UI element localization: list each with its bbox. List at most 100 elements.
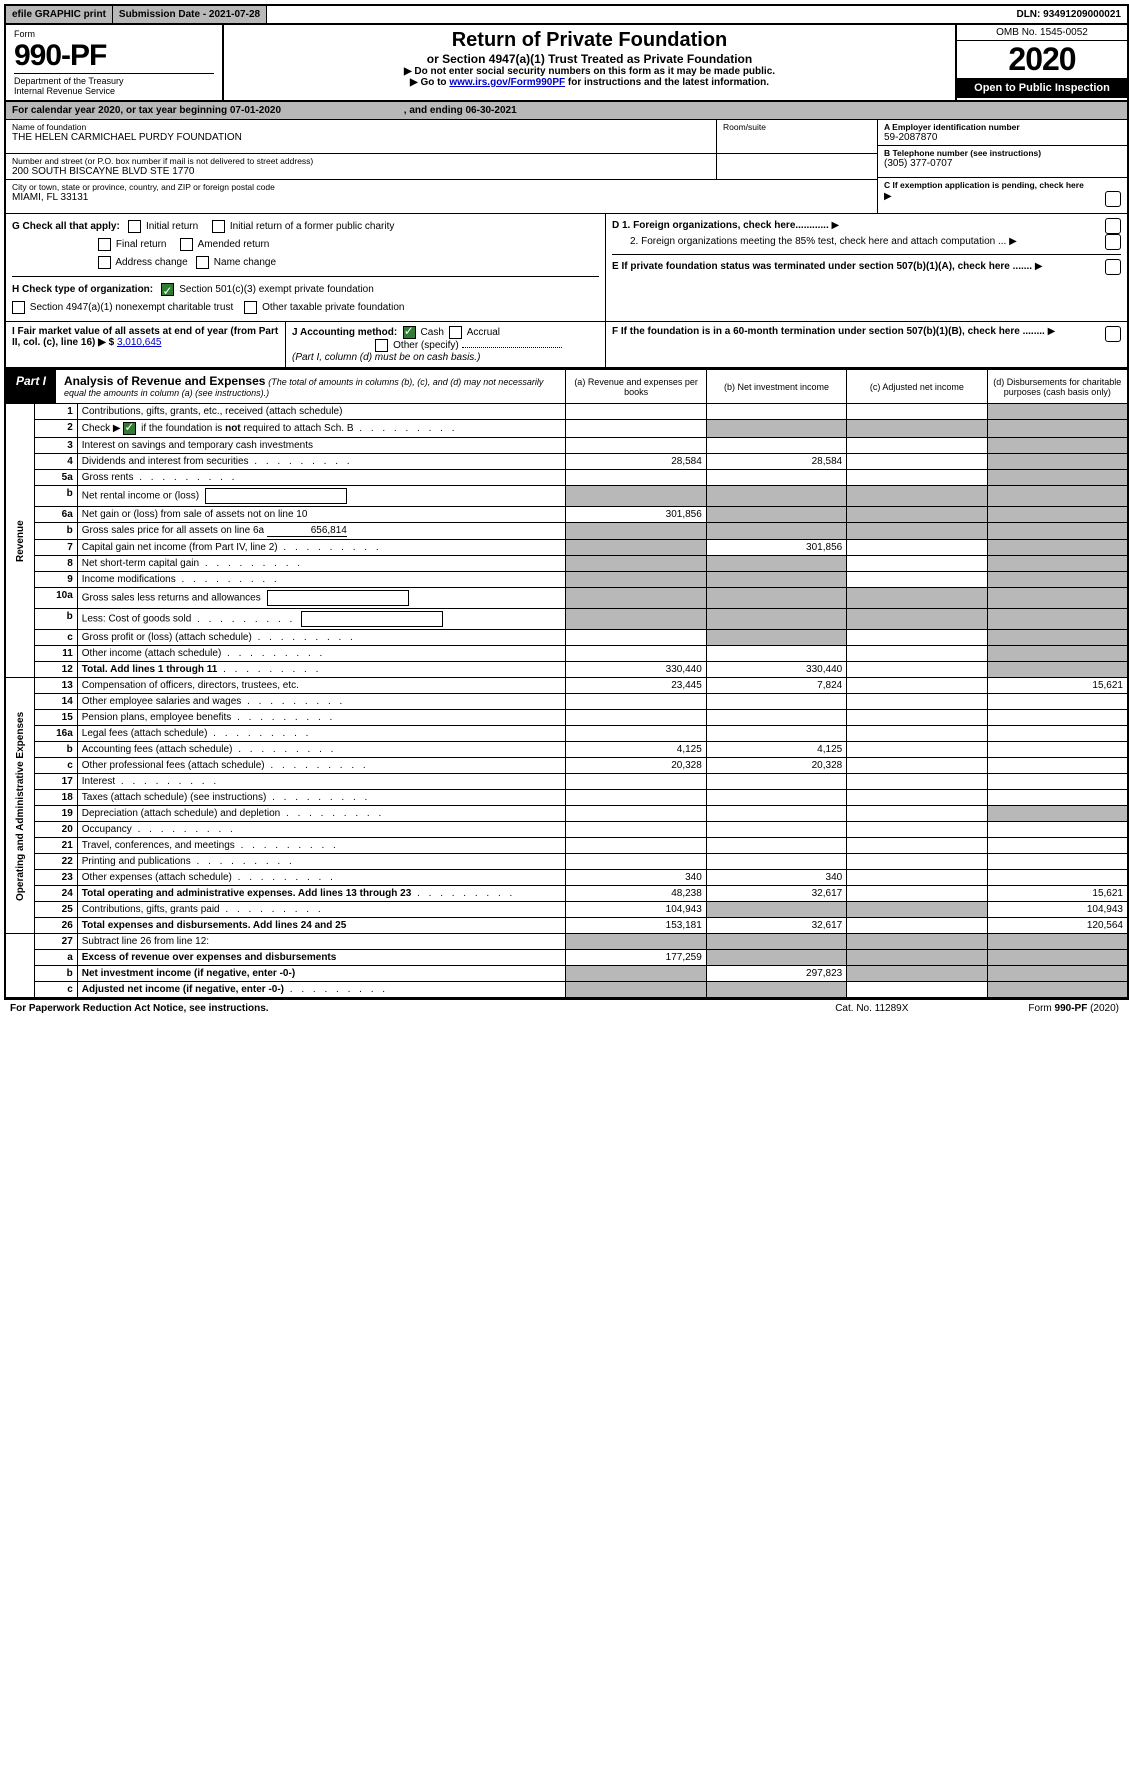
s501-checkbox[interactable] <box>161 283 174 296</box>
amount-cell <box>847 540 987 556</box>
initial-former-checkbox[interactable] <box>212 220 225 233</box>
line-description: Net investment income (if negative, ente… <box>77 966 566 982</box>
amount-cell: 48,238 <box>566 886 706 902</box>
other-tax-checkbox[interactable] <box>244 301 257 314</box>
amount-cell <box>566 726 706 742</box>
amount-cell <box>987 838 1127 854</box>
accrual-checkbox[interactable] <box>449 326 462 339</box>
top-bar: efile GRAPHIC print Submission Date - 20… <box>6 6 1127 25</box>
line-number: 27 <box>35 934 77 950</box>
amount-cell <box>987 966 1127 982</box>
exemption-checkbox[interactable] <box>1105 191 1121 207</box>
amount-cell: 340 <box>566 870 706 886</box>
amount-cell <box>847 694 987 710</box>
table-row: bNet rental income or (loss) <box>6 486 1127 507</box>
initial-return-checkbox[interactable] <box>128 220 141 233</box>
amended-checkbox[interactable] <box>180 238 193 251</box>
table-row: 18Taxes (attach schedule) (see instructi… <box>6 790 1127 806</box>
initial-former-label: Initial return of a former public charit… <box>230 221 395 232</box>
final-return-checkbox[interactable] <box>98 238 111 251</box>
addr-change-checkbox[interactable] <box>98 256 111 269</box>
submission-date: Submission Date - 2021-07-28 <box>113 6 267 23</box>
cal-end: 06-30-2021 <box>465 105 516 116</box>
foundation-name-cell: Name of foundation THE HELEN CARMICHAEL … <box>6 120 717 154</box>
amount-cell <box>706 838 846 854</box>
amount-cell <box>706 404 846 420</box>
ein-value: 59-2087870 <box>884 132 1121 143</box>
line-description: Printing and publications <box>77 854 566 870</box>
accrual-label: Accrual <box>467 327 500 338</box>
amount-cell: 15,621 <box>987 886 1127 902</box>
page-footer: For Paperwork Reduction Act Notice, see … <box>4 1000 1125 1017</box>
instructions-link[interactable]: www.irs.gov/Form990PF <box>449 77 565 88</box>
line-number: 11 <box>35 646 77 662</box>
amount-cell: 15,621 <box>987 678 1127 694</box>
room-label: Room/suite <box>723 122 871 132</box>
schb-checkbox[interactable] <box>123 422 136 435</box>
amount-cell <box>987 710 1127 726</box>
table-row: 19Depreciation (attach schedule) and dep… <box>6 806 1127 822</box>
table-row: 12Total. Add lines 1 through 11330,44033… <box>6 662 1127 678</box>
line-number: 8 <box>35 556 77 572</box>
amount-cell <box>566 854 706 870</box>
amount-cell <box>847 726 987 742</box>
city-cell: City or town, state or province, country… <box>6 180 877 213</box>
line-number: 9 <box>35 572 77 588</box>
amount-cell <box>987 630 1127 646</box>
amount-cell: 20,328 <box>566 758 706 774</box>
checks-right: D 1. Foreign organizations, check here..… <box>606 214 1127 321</box>
s4947-checkbox[interactable] <box>12 301 25 314</box>
table-row: 21Travel, conferences, and meetings <box>6 838 1127 854</box>
i-cell: I Fair market value of all assets at end… <box>6 322 286 367</box>
line-description: Gross profit or (loss) (attach schedule) <box>77 630 566 646</box>
amount-cell: 330,440 <box>706 662 846 678</box>
amount-cell <box>987 726 1127 742</box>
amount-cell <box>847 838 987 854</box>
amount-cell: 32,617 <box>706 918 846 934</box>
other-spec-checkbox[interactable] <box>375 339 388 352</box>
line-description: Other professional fees (attach schedule… <box>77 758 566 774</box>
amount-cell <box>987 588 1127 609</box>
d1-checkbox[interactable] <box>1105 218 1121 234</box>
amount-cell: 301,856 <box>706 540 846 556</box>
amount-cell <box>847 678 987 694</box>
amount-cell <box>566 588 706 609</box>
amount-cell <box>847 507 987 523</box>
table-row: 24Total operating and administrative exp… <box>6 886 1127 902</box>
table-row: 22Printing and publications <box>6 854 1127 870</box>
i-value[interactable]: 3,010,645 <box>117 337 162 348</box>
note2-pre: ▶ Go to <box>410 77 449 88</box>
name-label: Name of foundation <box>12 122 710 132</box>
amount-cell: 153,181 <box>566 918 706 934</box>
amount-cell <box>987 556 1127 572</box>
amount-cell <box>847 523 987 540</box>
amount-cell <box>706 822 846 838</box>
address-cell: Number and street (or P.O. box number if… <box>6 154 717 180</box>
amount-cell <box>706 507 846 523</box>
amount-cell <box>566 806 706 822</box>
line-number: 7 <box>35 540 77 556</box>
amount-cell <box>847 470 987 486</box>
amount-cell <box>987 758 1127 774</box>
form-header: Form 990-PF Department of the Treasury I… <box>6 25 1127 102</box>
amount-cell: 32,617 <box>706 886 846 902</box>
d1-label: D 1. Foreign organizations, check here..… <box>612 220 829 231</box>
efile-print-button[interactable]: efile GRAPHIC print <box>6 6 113 23</box>
part1-table: Part I Analysis of Revenue and Expenses … <box>6 369 1127 998</box>
identity-right: A Employer identification number 59-2087… <box>877 120 1127 213</box>
cash-checkbox[interactable] <box>403 326 416 339</box>
amount-cell <box>847 982 987 998</box>
line-number: c <box>35 982 77 998</box>
phone-value: (305) 377-0707 <box>884 158 1121 169</box>
f-checkbox[interactable] <box>1105 326 1121 342</box>
line-number: 16a <box>35 726 77 742</box>
d2-checkbox[interactable] <box>1105 234 1121 250</box>
e-checkbox[interactable] <box>1105 259 1121 275</box>
amount-cell <box>987 438 1127 454</box>
j-note: (Part I, column (d) must be on cash basi… <box>292 352 480 363</box>
note2-post: for instructions and the latest informat… <box>565 77 769 88</box>
table-row: cOther professional fees (attach schedul… <box>6 758 1127 774</box>
name-change-checkbox[interactable] <box>196 256 209 269</box>
amount-cell <box>706 806 846 822</box>
line-description: Interest on savings and temporary cash i… <box>77 438 566 454</box>
